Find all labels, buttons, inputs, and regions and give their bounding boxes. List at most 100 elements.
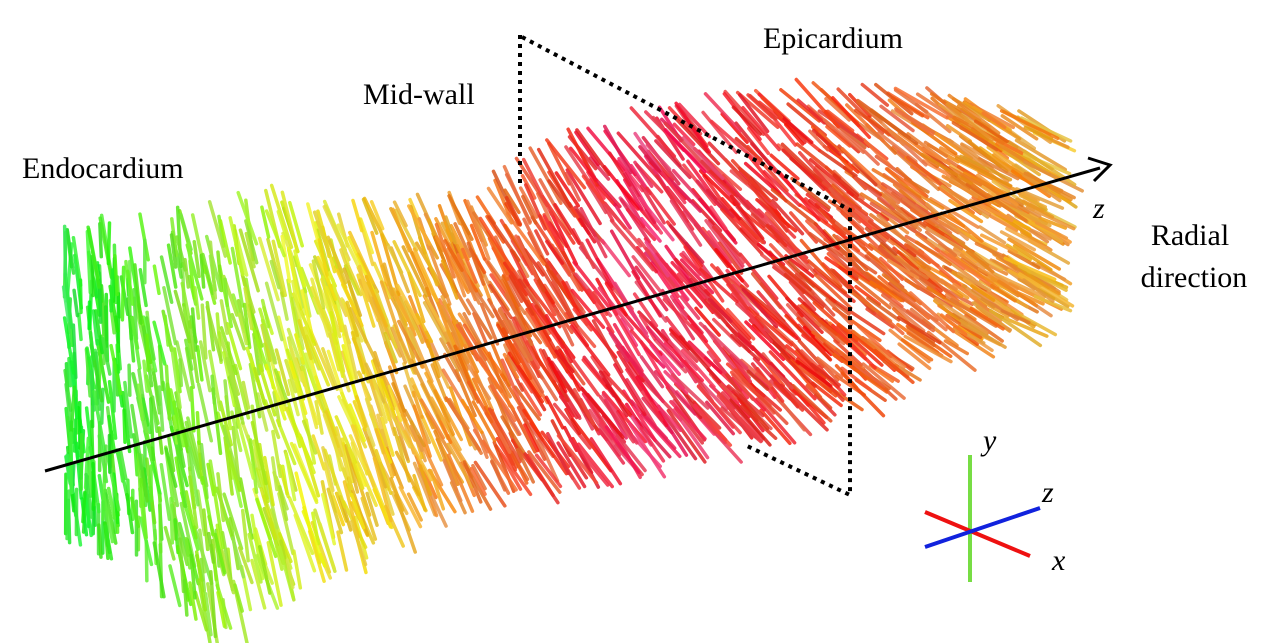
fiber [876, 131, 918, 164]
fiber [668, 224, 705, 264]
fiber [503, 188, 521, 215]
fiber [603, 124, 633, 175]
fiber [238, 228, 260, 293]
fiber [944, 175, 979, 199]
fiber [568, 438, 610, 487]
fiber [698, 321, 749, 370]
fiber [995, 313, 1049, 338]
fiber [947, 93, 1001, 135]
fiber [600, 238, 631, 278]
fiber [65, 489, 71, 541]
fiber [720, 406, 763, 444]
fiber [866, 296, 901, 322]
fiber [392, 240, 422, 298]
fiber [760, 96, 784, 119]
fiber [187, 446, 200, 507]
fiber [494, 444, 533, 497]
fiber [138, 267, 148, 308]
fiber [500, 415, 528, 457]
fiber [881, 293, 935, 333]
fiber [943, 339, 969, 356]
fiber [504, 202, 522, 227]
fiber [503, 343, 517, 372]
fiber [778, 171, 821, 222]
fiber [512, 342, 533, 380]
fiber [199, 253, 206, 289]
fiber [925, 202, 969, 241]
fiber [602, 370, 635, 407]
fiber [1003, 256, 1057, 282]
fiber [116, 448, 125, 483]
fiber [588, 156, 611, 181]
fiber [619, 198, 651, 244]
fiber [959, 318, 1007, 349]
fiber [307, 529, 326, 584]
fiber [253, 366, 267, 406]
fiber [993, 272, 1046, 299]
fiber [799, 271, 837, 304]
fiber [287, 496, 315, 556]
fiber [90, 254, 95, 298]
fiber [727, 384, 765, 418]
fiber [446, 303, 465, 348]
fiber [109, 268, 115, 313]
fiber [639, 355, 665, 389]
fiber [164, 447, 178, 488]
fiber [208, 254, 218, 292]
fiber [340, 391, 357, 425]
fiber [680, 258, 715, 295]
fiber [198, 528, 207, 574]
fiber [768, 365, 794, 390]
fiber [581, 358, 609, 390]
fiber [341, 344, 359, 403]
fiber [465, 199, 491, 261]
fiber [959, 154, 1013, 182]
fiber [293, 249, 307, 288]
fiber [162, 286, 178, 346]
fiber [289, 441, 319, 505]
fiber [333, 265, 364, 328]
fiber [723, 158, 749, 185]
fiber [580, 241, 596, 269]
fiber [639, 426, 666, 463]
fiber [264, 363, 287, 421]
fiber [1017, 264, 1068, 292]
fiber [440, 259, 459, 300]
fiber [409, 424, 424, 453]
fiber [133, 263, 143, 325]
fiber [248, 362, 262, 419]
fiber [453, 222, 472, 258]
fiber [166, 243, 178, 289]
fiber [389, 476, 405, 512]
fiber [733, 368, 776, 415]
fiber [403, 408, 427, 448]
fiber [199, 557, 207, 593]
fiber [210, 374, 217, 405]
fiber [601, 390, 648, 444]
fiber [893, 86, 949, 120]
fiber [326, 235, 348, 285]
fiber [805, 219, 845, 256]
fiber [1005, 243, 1032, 262]
fiber [486, 186, 514, 225]
fiber [824, 256, 859, 281]
fiber [554, 171, 580, 208]
fiber [832, 352, 889, 394]
fiber [595, 183, 617, 207]
fiber [949, 189, 992, 217]
fiber [556, 441, 587, 489]
fiber [298, 433, 316, 475]
fiber [669, 199, 703, 247]
fiber [568, 146, 598, 183]
fiber [789, 358, 838, 398]
fiber [175, 428, 186, 469]
fiber [322, 204, 348, 256]
fiber [198, 340, 212, 393]
fiber [547, 221, 569, 248]
fiber [321, 347, 339, 391]
fiber [977, 157, 1020, 181]
fiber [784, 122, 805, 146]
fiber [625, 367, 664, 422]
fiber [412, 473, 427, 512]
fiber [127, 363, 132, 397]
